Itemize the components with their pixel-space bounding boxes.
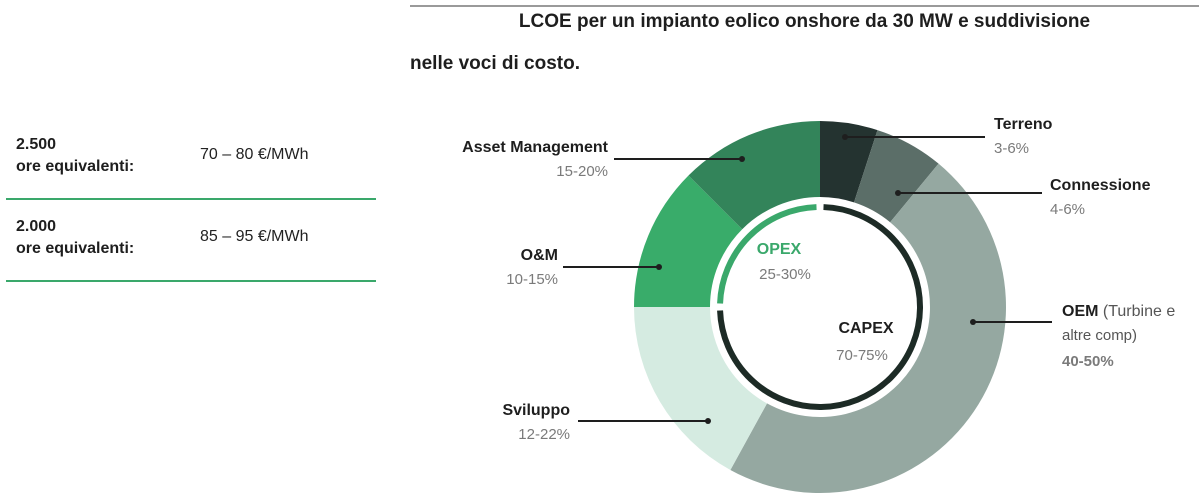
donut-slice-connessione	[853, 130, 939, 223]
leader-dot-sviluppo	[705, 418, 711, 424]
slice-label-connessione: Connessione	[1050, 177, 1151, 194]
slice-pct-sviluppo: 12-22%	[518, 426, 570, 443]
hours-cell: 2.000 ore equivalenti:	[16, 216, 134, 260]
leader-dot-om	[656, 264, 662, 270]
capex-pct: 70-75%	[836, 347, 888, 364]
slice-label-terreno: Terreno	[994, 116, 1053, 133]
hours-label: ore equivalenti:	[16, 158, 135, 175]
slice-pct-terreno: 3-6%	[994, 140, 1029, 157]
leader-dot-terreno	[842, 134, 848, 140]
opex-label: OPEX	[757, 241, 802, 258]
donut-slice-om	[634, 175, 743, 307]
leader-dot-connessione	[895, 190, 901, 196]
slice-pct-oem: 40-50%	[1062, 353, 1114, 370]
slice-pct-connessione: 4-6%	[1050, 201, 1085, 218]
price-cell: 85 – 95 €/MWh	[200, 228, 309, 245]
table-row: 2.000 ore equivalenti: 85 – 95 €/MWh	[6, 200, 376, 282]
slice-label-extra2-oem: altre comp)	[1062, 327, 1137, 344]
donut-slice-sviluppo	[634, 307, 768, 470]
donut-slice-oem	[730, 163, 1006, 494]
hours-value: 2.500	[16, 136, 57, 153]
chart-title-line2: nelle voci di costo.	[410, 53, 580, 74]
slice-pct-om: 10-15%	[506, 271, 558, 288]
table-row: 2.500 ore equivalenti: 70 – 80 €/MWh	[6, 120, 376, 200]
lcoe-table: 2.500 ore equivalenti: 70 – 80 €/MWh 2.0…	[6, 120, 376, 282]
slice-label-sviluppo: Sviluppo	[502, 402, 570, 419]
slice-label-om: O&M	[521, 247, 558, 264]
donut-slice-asset	[688, 121, 820, 230]
slice-label-asset: Asset Management	[462, 139, 608, 156]
slice-pct-asset: 15-20%	[556, 163, 608, 180]
leader-dot-oem	[970, 319, 976, 325]
slice-label-extra: (Turbine e	[1098, 303, 1175, 320]
slice-label-oem: OEM (Turbine e	[1062, 303, 1175, 320]
top-rule	[410, 5, 1199, 7]
hours-value: 2.000	[16, 218, 57, 235]
donut-slice-terreno	[820, 121, 878, 203]
chart-title: LCOE per un impianto eolico onshore da 3…	[518, 11, 1091, 32]
opex-pct: 25-30%	[759, 266, 811, 283]
opex-ring	[717, 204, 817, 304]
price-cell: 70 – 80 €/MWh	[200, 146, 309, 163]
capex-label: CAPEX	[838, 320, 893, 337]
leader-dot-asset	[739, 156, 745, 162]
hours-cell: 2.500 ore equivalenti:	[16, 134, 134, 178]
hours-label: ore equivalenti:	[16, 240, 135, 257]
capex-ring	[717, 204, 923, 410]
